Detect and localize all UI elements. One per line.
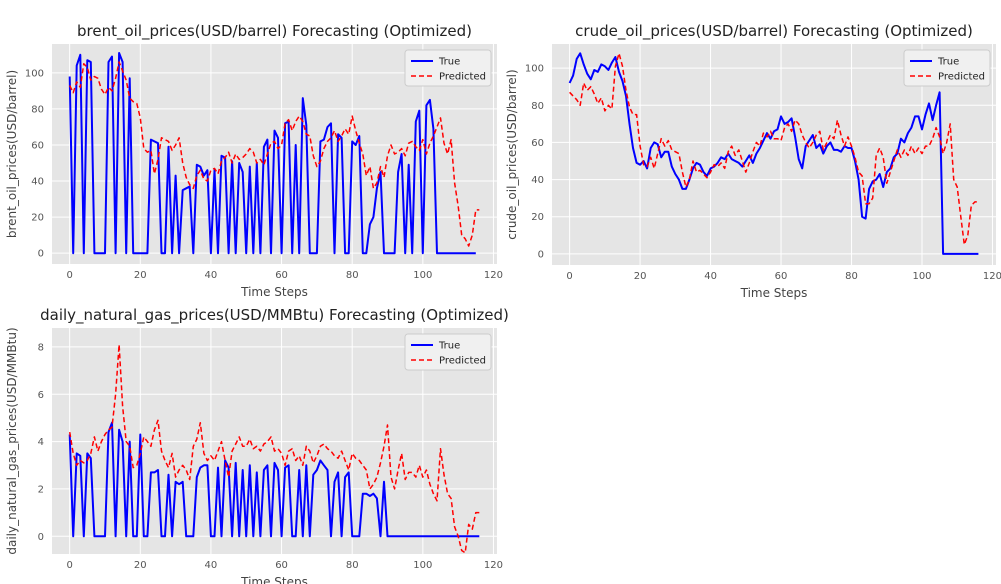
x-tick-label: 120 bbox=[983, 271, 1001, 282]
chart-title: brent_oil_prices(USD/barrel) Forecasting… bbox=[77, 22, 472, 41]
x-tick-label: 60 bbox=[775, 271, 788, 282]
x-tick-label: 0 bbox=[66, 560, 72, 571]
y-tick-label: 8 bbox=[38, 342, 44, 353]
x-tick-label: 100 bbox=[413, 270, 432, 281]
chart-title: crude_oil_prices(USD/barrel) Forecasting… bbox=[575, 22, 973, 41]
x-tick-label: 20 bbox=[134, 560, 147, 571]
x-axis-label: Time Steps bbox=[740, 286, 808, 300]
chart-3: 0 20 40 60 80 100 120 0 2 4 6 8 daily_natural_gas_pr… bbox=[5, 306, 509, 584]
y-tick-label: 80 bbox=[31, 104, 44, 115]
y-axis-label: daily_natural_gas_prices(USD/MMBtu) bbox=[5, 327, 19, 554]
legend-label-predicted: Predicted bbox=[938, 72, 985, 83]
y-tick-label: 4 bbox=[38, 437, 44, 448]
x-tick-label: 40 bbox=[205, 270, 218, 281]
y-tick-label: 40 bbox=[531, 175, 544, 186]
series-line-predicted bbox=[569, 52, 979, 246]
legend-box bbox=[404, 333, 492, 371]
y-tick-label: 6 bbox=[38, 390, 44, 401]
chart-title: daily_natural_gas_prices(USD/MMBtu) Fore… bbox=[40, 306, 509, 325]
y-tick-label: 0 bbox=[38, 532, 44, 543]
legend-label-predicted: Predicted bbox=[439, 72, 486, 83]
legend-label-true: True bbox=[438, 57, 460, 68]
y-tick-label: 20 bbox=[531, 212, 544, 223]
legend-label-true: True bbox=[438, 341, 460, 352]
x-tick-label: 80 bbox=[346, 270, 359, 281]
series-line-true bbox=[68, 421, 480, 538]
x-axis-label: Time Steps bbox=[240, 285, 308, 299]
legend-box bbox=[404, 49, 492, 87]
chart-2: 0 20 40 60 80 100 120 0 20 40 60 80 100 crude_oil_pri… bbox=[505, 22, 1001, 300]
y-tick-label: 2 bbox=[38, 484, 44, 495]
x-axis-label: Time Steps bbox=[240, 575, 308, 584]
x-tick-label: 0 bbox=[66, 270, 72, 281]
series-line-predicted bbox=[68, 343, 480, 554]
x-tick-label: 100 bbox=[413, 560, 432, 571]
y-tick-label: 0 bbox=[38, 249, 44, 260]
series-line-true bbox=[68, 52, 476, 255]
y-tick-label: 100 bbox=[525, 64, 544, 75]
y-tick-label: 40 bbox=[31, 177, 44, 188]
legend-box bbox=[903, 49, 991, 87]
chart-1: 0 20 40 60 80 100 120 0 20 40 60 80 100 brent_oil_pri… bbox=[5, 22, 503, 299]
x-tick-label: 40 bbox=[704, 271, 717, 282]
x-tick-label: 80 bbox=[346, 560, 359, 571]
legend-label-true: True bbox=[937, 57, 959, 68]
x-tick-label: 120 bbox=[484, 560, 503, 571]
y-tick-label: 0 bbox=[538, 249, 544, 260]
x-tick-label: 20 bbox=[634, 271, 647, 282]
y-tick-label: 80 bbox=[531, 101, 544, 112]
x-tick-label: 100 bbox=[912, 271, 931, 282]
x-tick-label: 60 bbox=[275, 270, 288, 281]
legend-label-predicted: Predicted bbox=[439, 356, 486, 367]
x-tick-label: 60 bbox=[275, 560, 288, 571]
legend: True Predicted bbox=[903, 49, 991, 87]
y-axis-label: crude_oil_prices(USD/barrel) bbox=[505, 69, 519, 239]
legend: True Predicted bbox=[404, 333, 492, 371]
y-axis-label: brent_oil_prices(USD/barrel) bbox=[5, 70, 19, 238]
series-line-true bbox=[568, 52, 979, 255]
legend: True Predicted bbox=[404, 49, 492, 87]
x-tick-label: 20 bbox=[134, 270, 147, 281]
y-tick-label: 100 bbox=[25, 68, 44, 79]
x-tick-label: 80 bbox=[845, 271, 858, 282]
series-line-predicted bbox=[69, 61, 480, 247]
y-tick-label: 60 bbox=[531, 138, 544, 149]
y-tick-label: 20 bbox=[31, 213, 44, 224]
x-tick-label: 40 bbox=[205, 560, 218, 571]
x-tick-label: 0 bbox=[566, 271, 572, 282]
x-tick-label: 120 bbox=[484, 270, 503, 281]
y-tick-label: 60 bbox=[31, 140, 44, 151]
